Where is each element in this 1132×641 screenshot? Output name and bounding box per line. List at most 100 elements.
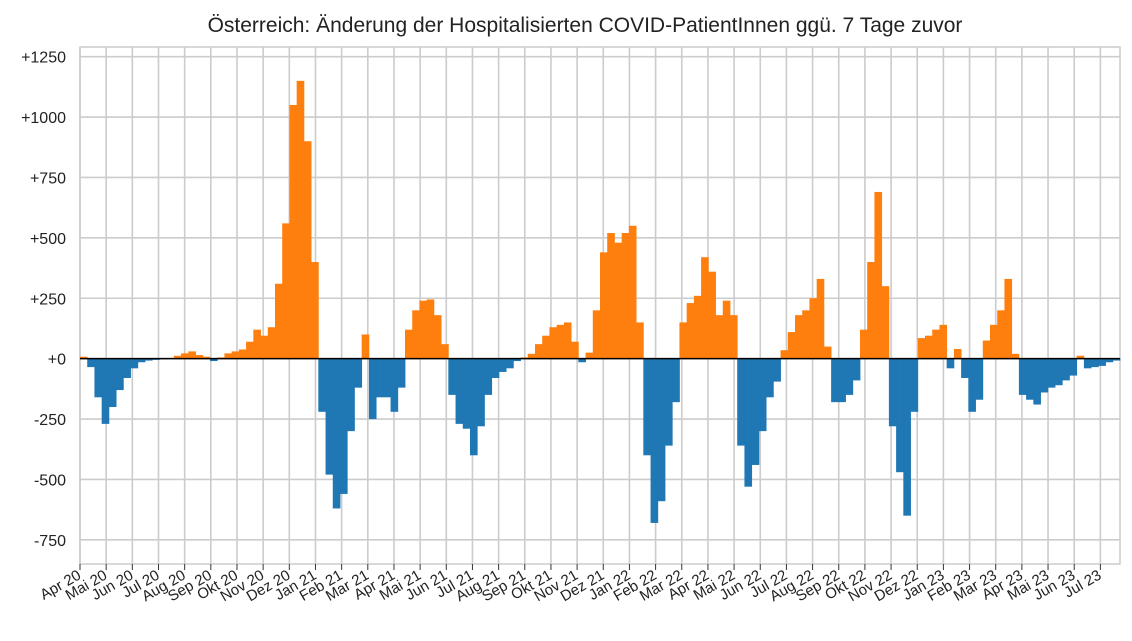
bar bbox=[1076, 355, 1085, 359]
bars bbox=[80, 80, 1121, 523]
bar bbox=[946, 358, 955, 369]
bar bbox=[542, 335, 550, 359]
bar bbox=[173, 355, 182, 359]
bar bbox=[123, 358, 131, 378]
bar bbox=[318, 358, 326, 412]
bar bbox=[823, 346, 832, 359]
bar bbox=[831, 358, 839, 403]
bar bbox=[535, 344, 543, 359]
bar bbox=[354, 358, 363, 388]
bar bbox=[809, 298, 818, 359]
bar bbox=[672, 358, 680, 403]
bar bbox=[679, 322, 688, 359]
bar bbox=[1018, 358, 1027, 395]
bar bbox=[470, 358, 478, 456]
bar bbox=[94, 358, 103, 398]
bar bbox=[903, 358, 911, 516]
bar bbox=[766, 358, 774, 398]
bar bbox=[961, 358, 969, 378]
bar bbox=[665, 358, 673, 446]
bar bbox=[253, 329, 261, 359]
bar bbox=[1055, 358, 1063, 386]
bar bbox=[1083, 358, 1092, 369]
bar bbox=[917, 338, 926, 359]
y-tick-label: +750 bbox=[30, 170, 66, 187]
bar bbox=[477, 358, 485, 427]
bar bbox=[758, 358, 767, 432]
bar bbox=[195, 355, 204, 359]
bar bbox=[744, 358, 753, 487]
bar bbox=[975, 358, 984, 400]
bar bbox=[448, 358, 456, 395]
bar bbox=[188, 351, 196, 359]
bar bbox=[296, 80, 305, 359]
bar bbox=[426, 299, 435, 359]
bar bbox=[881, 286, 890, 359]
bar bbox=[780, 350, 789, 359]
bar bbox=[795, 315, 803, 359]
bar bbox=[1062, 358, 1070, 381]
bar bbox=[484, 358, 493, 395]
bar bbox=[1004, 278, 1013, 359]
bar bbox=[1011, 353, 1020, 359]
bar bbox=[419, 300, 428, 359]
bar bbox=[563, 322, 572, 359]
y-tick-label: +500 bbox=[30, 231, 66, 248]
bar bbox=[997, 310, 1005, 359]
bar bbox=[282, 223, 290, 359]
bar bbox=[773, 358, 781, 382]
bar bbox=[578, 358, 586, 363]
bar bbox=[80, 356, 88, 359]
bar bbox=[238, 349, 247, 359]
bar bbox=[708, 271, 716, 359]
bar bbox=[405, 329, 413, 359]
bar bbox=[210, 358, 218, 362]
bar bbox=[1047, 358, 1056, 388]
bar bbox=[571, 341, 579, 359]
bar bbox=[267, 327, 276, 359]
bar bbox=[585, 352, 594, 359]
bar bbox=[816, 278, 825, 359]
bar bbox=[953, 348, 962, 359]
bar bbox=[368, 358, 377, 420]
bar bbox=[1069, 358, 1078, 376]
chart-title: Österreich: Änderung der Hospitalisierte… bbox=[208, 14, 963, 37]
bar bbox=[686, 303, 695, 359]
bar bbox=[968, 358, 976, 412]
bar bbox=[867, 262, 875, 359]
bar bbox=[628, 225, 637, 359]
bar bbox=[462, 358, 471, 429]
bar bbox=[730, 315, 738, 359]
bar bbox=[650, 358, 659, 523]
bar bbox=[925, 335, 933, 359]
bar bbox=[202, 356, 211, 359]
bar bbox=[361, 334, 370, 359]
bar bbox=[275, 283, 283, 359]
bar bbox=[303, 141, 312, 359]
bar bbox=[340, 358, 348, 494]
bar bbox=[607, 233, 615, 359]
bar bbox=[260, 335, 269, 359]
bar bbox=[1105, 358, 1114, 363]
y-tick-label: -500 bbox=[34, 472, 66, 489]
bar bbox=[838, 358, 846, 403]
y-tick-label: +1000 bbox=[21, 110, 66, 127]
bar bbox=[802, 310, 810, 359]
bar bbox=[614, 242, 623, 359]
bar bbox=[441, 344, 449, 359]
bar bbox=[896, 358, 904, 473]
bar bbox=[990, 324, 998, 359]
bar bbox=[347, 358, 355, 432]
bar bbox=[412, 310, 420, 359]
bar bbox=[289, 104, 298, 359]
bar bbox=[513, 358, 521, 362]
bar bbox=[390, 358, 399, 412]
bar bbox=[982, 340, 991, 359]
bar bbox=[1098, 358, 1106, 366]
bar bbox=[592, 310, 601, 359]
bar bbox=[643, 358, 651, 456]
bar bbox=[311, 262, 319, 359]
y-tick-label: +0 bbox=[48, 352, 66, 369]
y-tick-label: +250 bbox=[30, 291, 66, 308]
